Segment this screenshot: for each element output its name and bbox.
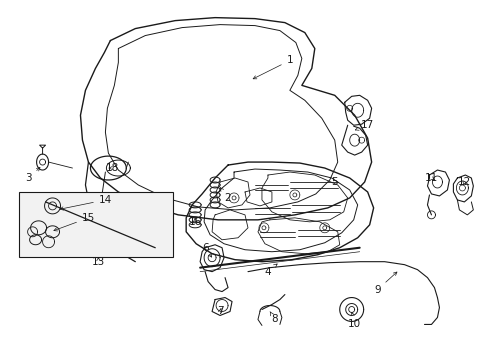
Text: 17: 17 <box>355 120 373 130</box>
Text: 13: 13 <box>92 257 105 267</box>
Bar <box>19 192 173 257</box>
Text: 9: 9 <box>373 272 396 294</box>
Text: 8: 8 <box>269 312 278 324</box>
Text: 10: 10 <box>347 312 361 329</box>
Text: 11: 11 <box>424 173 437 183</box>
Text: 5: 5 <box>331 177 337 187</box>
Text: 18: 18 <box>105 163 119 173</box>
Text: 7: 7 <box>216 306 223 316</box>
Text: 14: 14 <box>60 195 112 210</box>
Text: 4: 4 <box>264 264 277 276</box>
Text: 1: 1 <box>253 55 293 79</box>
Text: 15: 15 <box>54 213 95 231</box>
Text: 6: 6 <box>202 243 211 257</box>
Text: 2: 2 <box>220 188 231 203</box>
Text: 12: 12 <box>457 177 470 187</box>
Text: 16: 16 <box>188 217 202 227</box>
Text: 3: 3 <box>25 167 40 183</box>
